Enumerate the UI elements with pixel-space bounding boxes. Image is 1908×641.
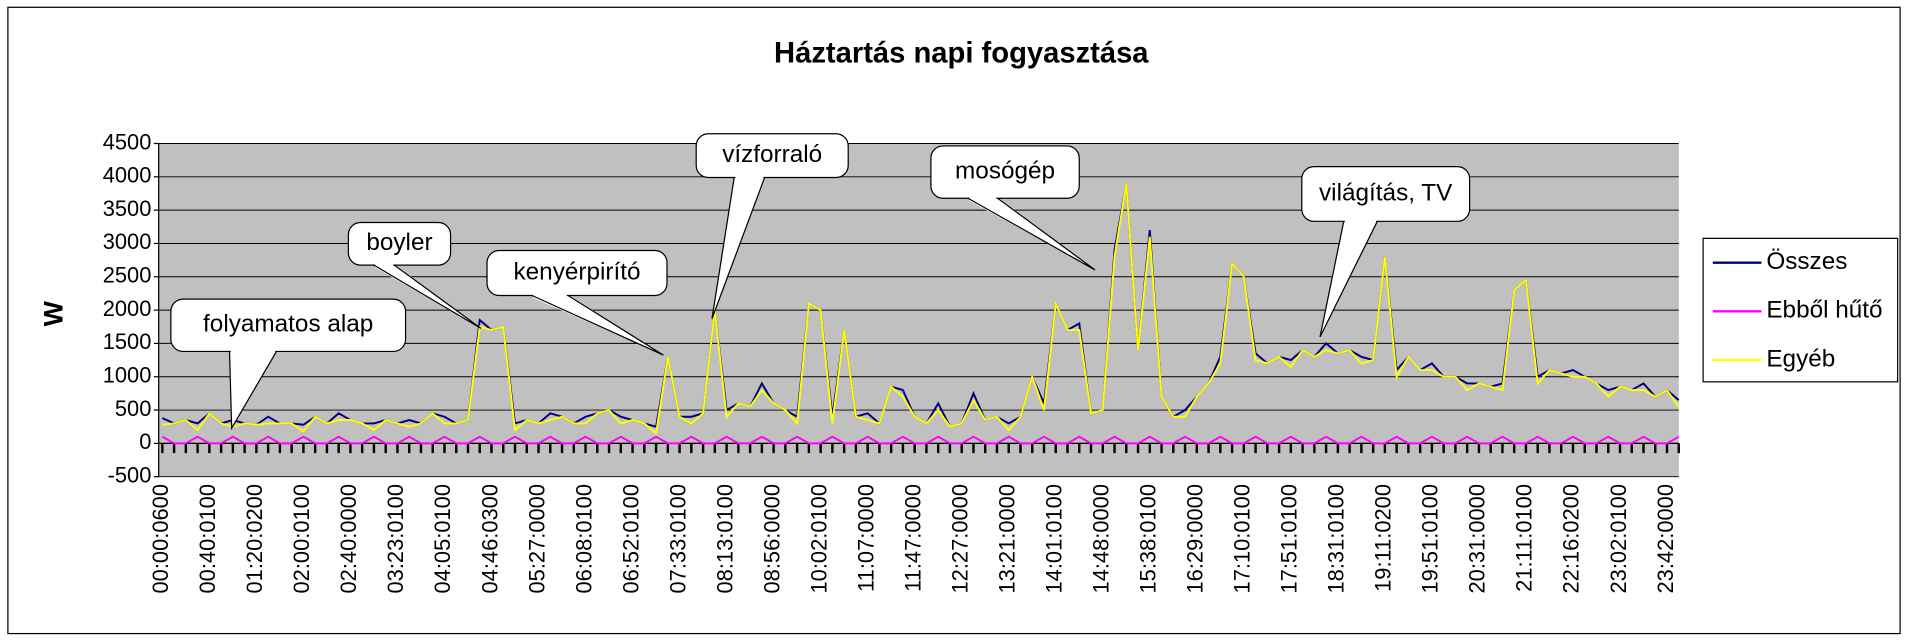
- x-tick-label: 07:33:0100: [665, 484, 690, 593]
- y-tick-label: 1500: [103, 329, 152, 354]
- callout-box: [1301, 165, 1471, 222]
- x-tick-label: 04:05:0100: [430, 484, 455, 593]
- x-tick-label: 16:29:0000: [1183, 484, 1208, 593]
- x-tick-label: 19:11:0200: [1371, 484, 1396, 592]
- x-tick-label: 03:23:0100: [383, 484, 408, 593]
- y-tick-label: 0: [139, 429, 151, 454]
- annotation: folyamatos alap: [203, 311, 373, 338]
- x-tick-label: 08:56:0000: [759, 484, 784, 593]
- x-tick-label: 21:11:0100: [1512, 484, 1537, 592]
- x-tick-label: 08:13:0100: [712, 484, 737, 593]
- x-tick-label: 18:31:0100: [1324, 484, 1349, 593]
- annotation: mosógép: [955, 157, 1055, 184]
- y-tick-label: 2000: [103, 296, 152, 321]
- x-tick-label: 11:47:0000: [900, 484, 925, 592]
- y-axis-label: W: [38, 300, 68, 326]
- callout-tail-fill: [375, 262, 481, 329]
- callout-box: [347, 221, 452, 266]
- callout-tail-edge: [711, 177, 766, 319]
- callout-tail-fill: [533, 293, 664, 356]
- x-tick-label: 23:02:0100: [1606, 484, 1631, 593]
- legend-label: Egyéb: [1766, 345, 1835, 372]
- annotation: vízforraló: [722, 141, 822, 168]
- x-tick-label: 20:31:0000: [1465, 484, 1490, 593]
- x-tick-label: 19:51:0100: [1418, 484, 1443, 593]
- x-tick-label: 05:27:0000: [524, 484, 549, 593]
- callout-box: [930, 145, 1080, 199]
- callout-tail-edge: [531, 294, 664, 356]
- x-tick-label: 15:38:0100: [1136, 484, 1161, 593]
- x-tick-label: 02:00:0100: [289, 484, 314, 593]
- y-tick-label: -500: [108, 462, 152, 487]
- y-tick-label: 500: [115, 396, 152, 421]
- chart-title: Háztartás napi fogyasztása: [774, 37, 1149, 69]
- x-tick-label: 01:20:0200: [242, 484, 267, 593]
- y-tick-label: 1000: [103, 363, 152, 388]
- legend-label: Ebből hűtő: [1766, 297, 1882, 324]
- x-tick-label: 11:07:0000: [853, 484, 878, 592]
- x-tick-label: 23:42:0000: [1653, 484, 1678, 593]
- x-tick-label: 04:46:0300: [477, 484, 502, 593]
- series-line: [162, 183, 1680, 436]
- callout-tail-fill: [969, 195, 1096, 270]
- x-tick-label: 14:01:0100: [1042, 484, 1067, 593]
- x-tick-label: 06:52:0100: [618, 484, 643, 593]
- x-tick-label: 13:21:0000: [995, 484, 1020, 593]
- legend-label: Összes: [1766, 248, 1847, 275]
- series-line: [161, 435, 1680, 445]
- y-tick-label: 4000: [103, 163, 152, 188]
- callout-tail-fill: [230, 349, 276, 429]
- y-tick-label: 3500: [103, 196, 152, 221]
- y-tick-label: 2500: [103, 263, 152, 288]
- callout-tail-edge: [967, 197, 1096, 271]
- y-tick-label: 3000: [103, 229, 152, 254]
- callout-tail-edge: [373, 264, 482, 329]
- x-tick-label: 22:16:0200: [1559, 484, 1584, 593]
- x-tick-label: 06:08:0100: [571, 484, 596, 593]
- x-tick-label: 00:00:0600: [148, 484, 173, 593]
- x-tick-label: 00:40:0100: [195, 484, 220, 593]
- callout-tail-edge: [1319, 221, 1378, 338]
- callout-box: [486, 249, 668, 297]
- x-tick-label: 17:10:0100: [1230, 484, 1255, 593]
- annotation: boyler: [366, 229, 432, 256]
- callout-box: [170, 298, 407, 353]
- x-tick-label: 02:40:0000: [336, 484, 361, 593]
- annotation: világítás, TV: [1319, 179, 1453, 206]
- y-tick-label: 4500: [103, 129, 152, 154]
- annotation: kenyérpirító: [514, 258, 641, 285]
- x-tick-label: 17:51:0100: [1277, 484, 1302, 593]
- x-tick-label: 10:02:0100: [806, 484, 831, 593]
- callout-box: [695, 133, 849, 179]
- x-tick-label: 14:48:0000: [1089, 484, 1114, 593]
- x-tick-label: 12:27:0000: [947, 484, 972, 593]
- callout-tail-edge: [228, 351, 277, 431]
